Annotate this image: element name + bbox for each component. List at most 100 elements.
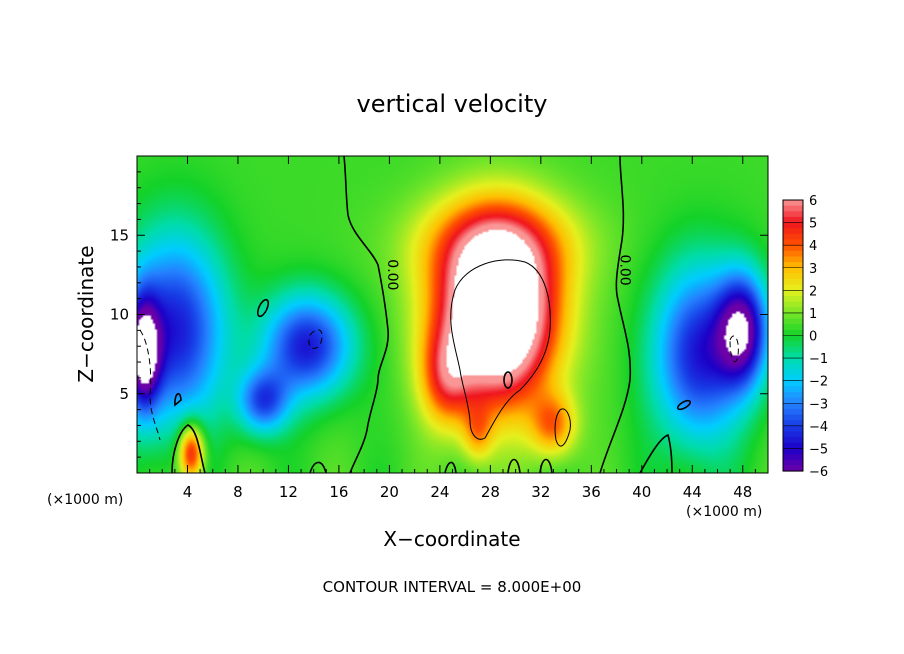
x-tick-label: 28 — [481, 483, 500, 501]
x-tick-label: 40 — [632, 483, 651, 501]
colorbar-tick-label: −1 — [809, 352, 828, 367]
x-axis-title: X−coordinate — [383, 527, 520, 551]
colorbar-swatch — [783, 408, 803, 416]
colorbar-swatch — [783, 352, 803, 359]
colorbar-tick-label: −4 — [809, 420, 828, 435]
colorbar-tick-label: 6 — [809, 194, 817, 209]
x-tick-label: 36 — [582, 483, 601, 501]
contour-label: 0.00 — [384, 259, 400, 290]
plot-area — [137, 156, 768, 473]
colorbar-swatch — [783, 397, 803, 404]
colorbar-tick-label: −2 — [809, 375, 828, 390]
zero-contour-small-5 — [174, 392, 182, 407]
colorbar-tick-label: −6 — [809, 465, 828, 480]
zero-contour-small-3 — [507, 458, 521, 473]
colorbar-swatch — [783, 380, 803, 387]
x-tick-label: 44 — [683, 483, 702, 501]
y-tick-label: 15 — [110, 226, 129, 244]
x-tick-label: 20 — [380, 483, 399, 501]
zero-contour-island-2 — [676, 399, 692, 411]
x-tick-label: 48 — [733, 483, 752, 501]
colorbar-swatch — [783, 295, 803, 303]
colorbar: 6 5 4 3 2 1 0 −1 −2 −3 −4 −5 −6 — [782, 194, 828, 480]
colorbar-swatch — [783, 420, 803, 427]
colorbar-tick-label: 5 — [809, 217, 817, 232]
colorbar-swatch — [783, 437, 803, 444]
colorbar-swatch — [783, 290, 803, 297]
colorbar-swatch — [783, 312, 803, 320]
colorbar-swatch — [783, 363, 803, 370]
contour-interval-note: CONTOUR INTERVAL = 8.000E+00 — [323, 578, 582, 596]
updraft-core-contour-lower — [554, 408, 571, 447]
colorbar-swatch — [783, 233, 803, 241]
y-tick-label: 10 — [110, 306, 129, 324]
y-axis-title: Z−coordinate — [74, 245, 98, 382]
zero-contour-right — [599, 156, 632, 473]
y-axis: 5 10 15 — [110, 171, 768, 458]
colorbar-swatch — [783, 200, 803, 207]
x-tick-label: 16 — [329, 483, 348, 501]
contour-label: 0.00 — [616, 255, 632, 286]
colorbar-swatch — [783, 459, 803, 466]
colorbar-swatch — [783, 228, 803, 235]
colorbar-swatch — [783, 307, 803, 314]
colorbar-tick-label: 2 — [809, 284, 817, 299]
zero-contour-left — [343, 156, 389, 473]
x-tick-label: 8 — [233, 483, 243, 501]
colorbar-swatch — [783, 329, 803, 337]
colorbar-swatch — [783, 222, 803, 229]
colorbar-swatch — [783, 341, 803, 348]
chart-title: vertical velocity — [357, 90, 548, 118]
colorbar-swatch — [783, 273, 803, 280]
zero-contour-island-3 — [503, 371, 513, 389]
x-axis: 4 8 12 16 20 24 28 32 36 40 44 48 — [149, 156, 756, 501]
zero-contour-small-2 — [444, 461, 457, 473]
x-tick-label: 24 — [430, 483, 449, 501]
updraft-core-contour — [450, 259, 551, 440]
colorbar-swatch — [783, 284, 803, 291]
colorbar-swatch — [783, 369, 803, 376]
x-tick-label: 32 — [531, 483, 550, 501]
colorbar-swatch — [783, 279, 803, 286]
zero-contour-right-lower — [639, 433, 673, 473]
downdraft-contour-right — [729, 335, 739, 363]
colorbar-swatch — [783, 414, 803, 421]
colorbar-tick-label: −5 — [809, 442, 828, 457]
colorbar-swatch — [783, 403, 803, 410]
colorbar-swatch — [783, 454, 803, 461]
colorbar-swatch — [783, 245, 803, 252]
colorbar-swatch — [783, 335, 803, 342]
colorbar-tick-label: 1 — [809, 307, 817, 322]
colorbar-swatch — [783, 211, 803, 218]
colorbar-swatch — [783, 375, 803, 382]
colorbar-tick-label: 0 — [809, 330, 817, 345]
colorbar-swatch — [783, 386, 803, 393]
colorbar-swatch — [783, 391, 803, 399]
zero-contour-left-plume — [171, 424, 206, 473]
zero-contour-island-1 — [256, 298, 270, 318]
colorbar-swatch — [783, 346, 803, 354]
colorbar-swatch — [783, 431, 803, 438]
velocity-field — [137, 156, 768, 473]
colorbar-tick-label: 3 — [809, 262, 817, 277]
x-unit-label-left: (×1000 m) — [47, 492, 123, 508]
contour-labels: 0.00 0.00 — [384, 255, 632, 291]
x-unit-label-right: (×1000 m) — [686, 504, 762, 520]
colorbar-tick-label: −3 — [809, 397, 828, 412]
downdraft-contour-center — [308, 329, 323, 349]
y-tick-label: 5 — [119, 385, 129, 403]
colorbar-swatch — [783, 301, 803, 308]
colorbar-swatch — [783, 256, 803, 263]
x-tick-label: 4 — [183, 483, 193, 501]
colorbar-swatch — [783, 216, 803, 224]
colorbar-swatch — [783, 425, 803, 433]
colorbar-swatch — [783, 250, 803, 258]
colorbar-swatch — [783, 239, 803, 246]
colorbar-swatch — [783, 442, 803, 450]
colorbar-swatch — [783, 465, 803, 472]
zero-contour-lines — [171, 156, 692, 473]
zero-contour-small-1 — [309, 461, 327, 473]
downdraft-contour-left — [139, 329, 161, 441]
inner-contours — [139, 259, 739, 447]
